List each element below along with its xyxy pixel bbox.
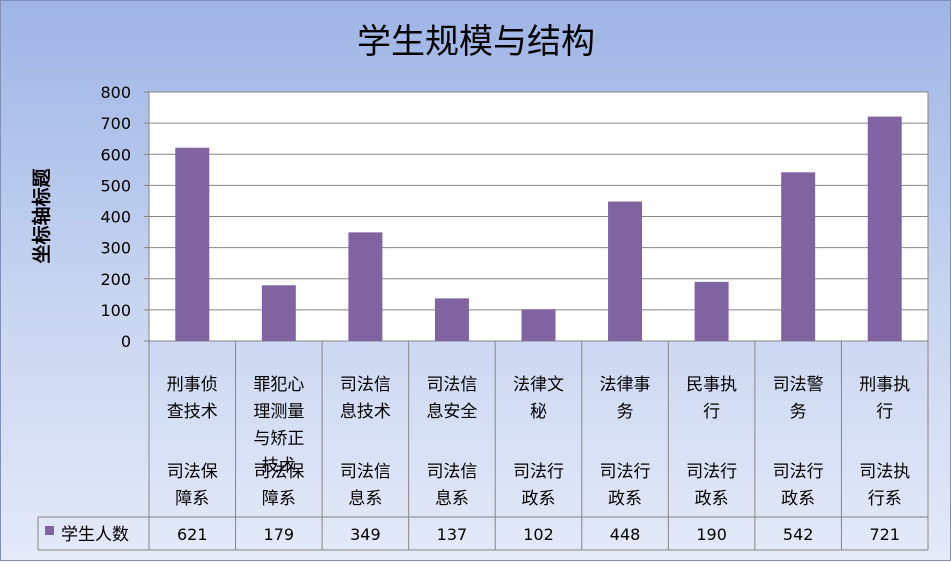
category-label: 技术 <box>262 456 296 476</box>
bar <box>867 116 902 342</box>
y-tick-label: 0 <box>121 332 131 351</box>
data-label: 721 <box>869 525 900 544</box>
bar <box>608 201 643 341</box>
category-group-label: 司法保 <box>253 462 304 482</box>
category-group-label: 司法行 <box>773 462 824 482</box>
category-label: 刑事执 <box>859 375 910 395</box>
category-group-label: 行系 <box>868 489 902 509</box>
bar <box>348 232 383 341</box>
y-tick-label: 300 <box>100 239 131 258</box>
category-label: 法律事 <box>600 375 651 395</box>
data-label: 448 <box>610 525 641 544</box>
legend-label: 学生人数 <box>61 525 129 545</box>
category-label: 法律文 <box>513 375 564 395</box>
category-group-label: 政系 <box>695 489 729 509</box>
data-label: 179 <box>264 525 295 544</box>
category-label: 息安全 <box>426 402 477 422</box>
category-label: 息技术 <box>340 402 391 422</box>
bar <box>175 147 210 341</box>
y-tick-label: 200 <box>100 270 131 289</box>
chart-title: 学生规模与结构 <box>357 22 595 62</box>
category-group-label: 政系 <box>608 489 642 509</box>
category-group-label: 司法信 <box>340 462 391 482</box>
category-label: 刑事侦 <box>167 375 218 395</box>
y-tick-label: 400 <box>100 208 131 227</box>
bar <box>261 285 296 341</box>
category-group-label: 政系 <box>781 489 815 509</box>
bar <box>521 309 556 341</box>
y-axis-title: 坐标轴标题 <box>30 168 53 263</box>
category-label: 司法信 <box>426 375 477 395</box>
category-group-label: 障系 <box>262 489 296 509</box>
category-group-label: 障系 <box>175 489 209 509</box>
category-group-label: 司法行 <box>513 462 564 482</box>
y-tick-label: 700 <box>100 114 131 133</box>
bar <box>434 298 469 341</box>
category-group-label: 司法信 <box>426 462 477 482</box>
legend-swatch <box>45 526 54 535</box>
category-group-label: 司法执 <box>859 462 910 482</box>
data-label: 137 <box>437 525 468 544</box>
data-label: 542 <box>783 525 814 544</box>
category-label: 行 <box>876 402 893 422</box>
category-label: 务 <box>617 402 634 422</box>
category-label: 民事执 <box>686 375 737 395</box>
y-tick-label: 500 <box>100 176 131 195</box>
category-label: 查技术 <box>167 402 218 422</box>
category-label: 秘 <box>530 402 547 422</box>
category-label: 与矫正 <box>253 429 304 449</box>
category-group-label: 司法行 <box>600 462 651 482</box>
y-tick-label: 100 <box>100 301 131 320</box>
category-label: 罪犯心 <box>253 375 304 395</box>
category-label: 司法警 <box>773 375 824 395</box>
y-tick-label: 800 <box>100 83 131 102</box>
data-label: 349 <box>350 525 381 544</box>
category-label: 司法信 <box>340 375 391 395</box>
data-label: 621 <box>177 525 208 544</box>
bar <box>781 172 816 341</box>
data-label: 102 <box>523 525 554 544</box>
category-group-label: 司法行 <box>686 462 737 482</box>
data-label: 190 <box>696 525 727 544</box>
category-label: 行 <box>703 402 720 422</box>
category-group-label: 息系 <box>348 489 382 509</box>
category-label: 理测量 <box>253 402 304 422</box>
category-group-label: 息系 <box>435 489 469 509</box>
category-label: 务 <box>790 402 807 422</box>
category-group-label: 政系 <box>522 489 556 509</box>
category-group-label: 司法保 <box>167 462 218 482</box>
bar <box>694 281 729 341</box>
y-tick-label: 600 <box>100 145 131 164</box>
